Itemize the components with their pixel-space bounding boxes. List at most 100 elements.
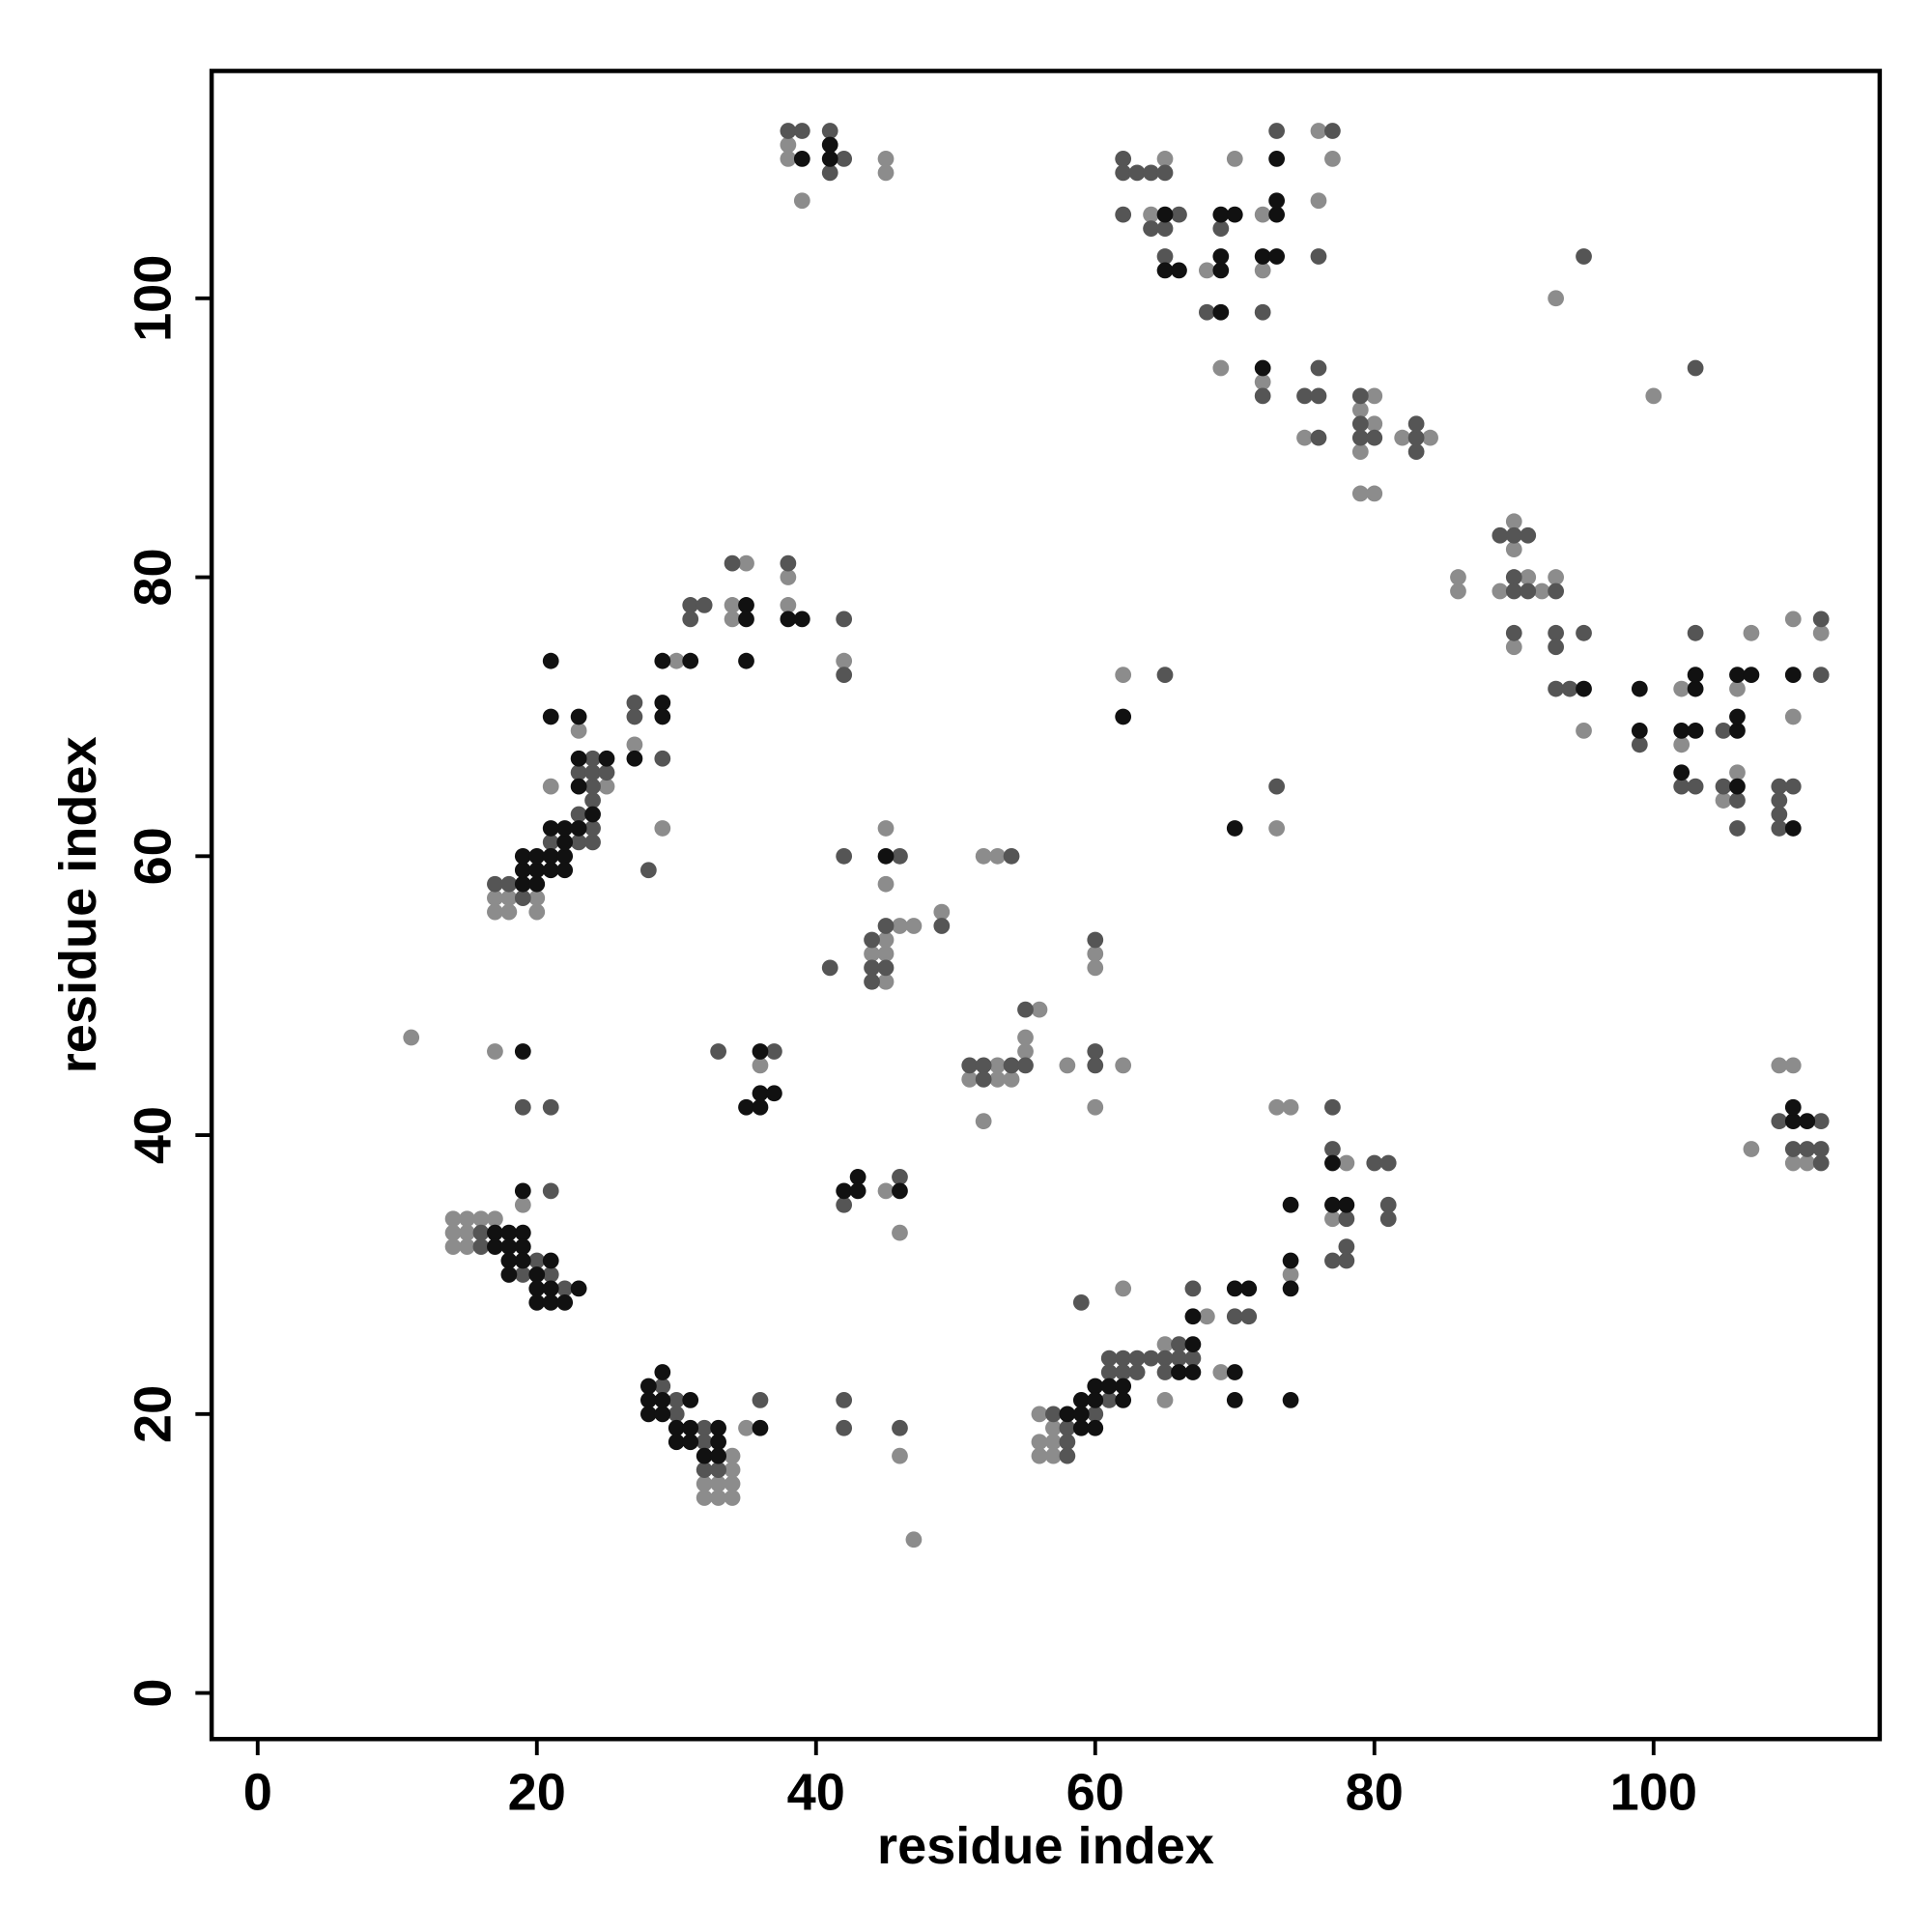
data-point	[1812, 1141, 1830, 1157]
data-point	[1351, 401, 1369, 418]
data-point	[444, 1238, 462, 1255]
data-point	[1282, 1392, 1299, 1408]
data-point	[654, 750, 671, 767]
data-point	[514, 862, 531, 879]
data-point	[1687, 723, 1704, 739]
data-point	[1673, 723, 1690, 739]
y-tick-label: 100	[125, 255, 183, 342]
x-tick-label: 0	[243, 1764, 272, 1822]
data-point	[696, 1447, 713, 1464]
data-point	[877, 820, 895, 837]
data-point	[1156, 151, 1174, 167]
data-point	[864, 931, 880, 949]
data-point	[682, 597, 699, 613]
data-point	[1072, 1392, 1090, 1408]
data-point	[1156, 220, 1174, 237]
data-point	[1184, 1308, 1202, 1325]
data-point	[487, 1210, 503, 1228]
data-point	[570, 834, 587, 851]
data-point	[836, 1419, 853, 1436]
data-point	[1212, 262, 1230, 279]
data-point	[556, 820, 574, 837]
data-point	[514, 1224, 531, 1241]
data-point	[1059, 1447, 1076, 1464]
data-point	[1784, 708, 1802, 725]
data-point	[1254, 248, 1271, 265]
data-point	[1003, 1070, 1020, 1088]
data-point	[1115, 206, 1132, 223]
data-point	[1128, 164, 1146, 182]
data-point	[1156, 1364, 1174, 1380]
data-point	[1771, 792, 1788, 809]
data-point	[989, 1057, 1006, 1074]
data-point	[1771, 820, 1788, 837]
data-point	[1351, 443, 1369, 460]
data-point	[556, 847, 574, 865]
data-point	[1296, 387, 1313, 405]
data-point	[1198, 262, 1215, 279]
data-point	[892, 1224, 908, 1241]
data-point	[556, 862, 574, 879]
data-point	[1031, 1406, 1048, 1423]
data-point	[1715, 723, 1732, 739]
data-point	[1631, 723, 1648, 739]
data-point	[1520, 526, 1537, 544]
data-point	[1212, 1364, 1230, 1380]
data-point	[570, 1280, 587, 1297]
data-point	[877, 946, 895, 962]
data-point	[724, 1462, 741, 1478]
data-point	[1576, 723, 1592, 739]
data-point	[696, 1462, 713, 1478]
x-tick-label: 100	[1610, 1764, 1697, 1822]
data-point	[542, 1293, 559, 1311]
data-point	[1366, 415, 1383, 433]
data-point	[1184, 1350, 1202, 1367]
data-point	[1268, 151, 1286, 167]
data-point	[682, 1434, 699, 1451]
data-point	[1812, 611, 1830, 628]
data-point	[472, 1238, 490, 1255]
data-point	[1017, 1057, 1034, 1074]
data-point	[1324, 1098, 1341, 1116]
data-point	[598, 750, 615, 767]
data-point	[1784, 1141, 1802, 1157]
data-point	[626, 708, 643, 725]
data-point	[1115, 1057, 1132, 1074]
data-point	[892, 1447, 908, 1464]
data-point	[556, 1293, 574, 1311]
data-point	[1254, 303, 1271, 321]
data-point	[1115, 1350, 1132, 1367]
data-point	[1687, 359, 1704, 377]
data-point	[598, 778, 615, 795]
x-tick-label: 40	[787, 1764, 845, 1822]
data-point	[1324, 1252, 1341, 1269]
data-point	[570, 778, 587, 795]
data-point	[1156, 1392, 1174, 1408]
data-point	[1171, 206, 1187, 223]
data-point	[836, 847, 853, 865]
data-point	[654, 1364, 671, 1380]
data-point	[710, 1475, 726, 1492]
data-point	[836, 1392, 853, 1408]
data-point	[1143, 164, 1159, 182]
data-point	[1492, 582, 1509, 600]
data-point	[1505, 513, 1522, 530]
data-point	[654, 1392, 671, 1408]
data-point	[1017, 1001, 1034, 1018]
data-point	[1548, 680, 1565, 697]
data-point	[1226, 206, 1243, 223]
data-point	[724, 1447, 741, 1464]
data-point	[1533, 582, 1550, 600]
data-point	[780, 136, 797, 154]
data-point	[877, 164, 895, 182]
y-tick-label: 40	[125, 1106, 183, 1164]
data-point	[682, 1419, 699, 1436]
data-point	[1338, 1238, 1355, 1255]
data-point	[1198, 303, 1215, 321]
data-point	[1505, 639, 1522, 656]
data-point	[514, 890, 531, 907]
data-point	[724, 1475, 741, 1492]
data-point	[626, 736, 643, 753]
data-point	[1045, 1447, 1062, 1464]
